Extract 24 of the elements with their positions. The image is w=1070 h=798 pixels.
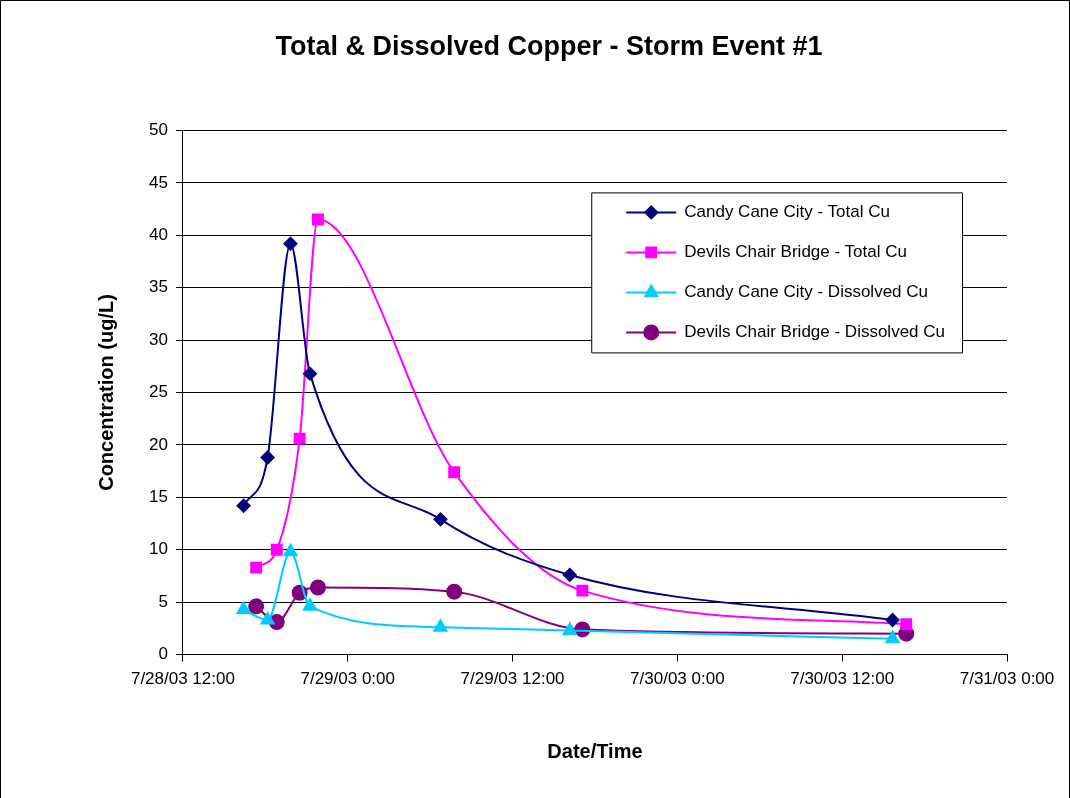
x-tick-label: 7/28/03 12:00 — [130, 669, 235, 689]
legend-label: Candy Cane City - Total Cu — [684, 202, 890, 222]
legend-label: Candy Cane City - Dissolved Cu — [684, 282, 929, 302]
y-tick-label: 35 — [148, 277, 168, 297]
x-tick-label: 7/29/03 0:00 — [300, 669, 395, 689]
y-tick-label: 0 — [158, 644, 168, 664]
x-tick-label: 7/29/03 12:00 — [460, 669, 565, 689]
chart-title: Total & Dissolved Copper - Storm Event #1 — [275, 30, 823, 61]
x-tick-label: 7/30/03 0:00 — [630, 669, 725, 689]
y-tick-label: 40 — [148, 224, 168, 244]
y-tick-label: 45 — [148, 172, 168, 192]
y-axis-title: Concentration (ug/L) — [94, 294, 117, 491]
y-tick-label: 30 — [148, 329, 168, 349]
y-tick-label: 5 — [158, 591, 168, 611]
legend-label: Devils Chair Bridge - Dissolved Cu — [684, 322, 946, 342]
y-tick-label: 25 — [148, 382, 168, 402]
y-tick-label: 50 — [148, 120, 168, 140]
y-tick-label: 10 — [148, 539, 168, 559]
y-tick-label: 20 — [148, 434, 168, 454]
y-tick-label: 15 — [148, 487, 168, 507]
legend-label: Devils Chair Bridge - Total Cu — [684, 242, 907, 262]
x-tick-label: 7/31/03 0:00 — [959, 669, 1055, 689]
x-axis-title: Date/Time — [547, 739, 643, 762]
x-tick-label: 7/30/03 12:00 — [790, 669, 895, 689]
